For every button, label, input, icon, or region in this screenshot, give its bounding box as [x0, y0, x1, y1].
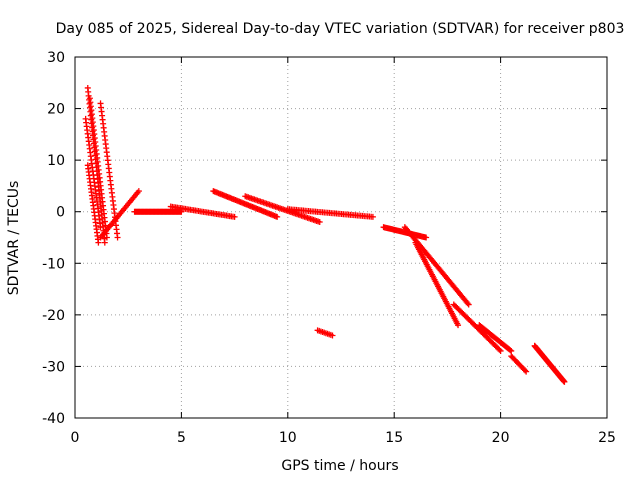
series-arc-q-drop — [476, 322, 515, 354]
x-tick-label: 0 — [71, 430, 80, 446]
y-tick-label: 10 — [47, 153, 65, 169]
data-point — [561, 378, 568, 385]
data-point — [101, 239, 108, 246]
chart-title: Day 085 of 2025, Sidereal Day-to-day VTE… — [56, 21, 625, 37]
data-point — [316, 219, 323, 226]
data-point — [231, 213, 238, 220]
series-arc-k-flat — [284, 206, 376, 220]
data-point — [508, 347, 515, 354]
series-arc-c-steep — [97, 100, 121, 241]
y-axis-label: SDTVAR / TECUs — [6, 181, 22, 296]
y-tick-label: -20 — [42, 308, 65, 324]
plot-frame — [74, 56, 608, 419]
y-tick-label: 0 — [56, 205, 65, 221]
data-point — [178, 208, 185, 215]
data-point — [423, 234, 430, 241]
data-point — [507, 347, 514, 354]
axis-ticks: 0 5 10 15 20 25 30 20 10 0 -10 -20 -30 -40 — [42, 50, 616, 446]
series-arc-h-flat — [167, 203, 238, 220]
data-point — [329, 332, 336, 339]
data-point — [521, 367, 528, 374]
series-arc-f-low — [97, 188, 142, 241]
series-arc-e-steep — [84, 162, 102, 246]
data-point — [135, 188, 142, 195]
data-point — [103, 234, 110, 241]
data-point — [114, 234, 121, 241]
grid — [75, 57, 607, 418]
data-point — [455, 322, 462, 329]
y-tick-label: 20 — [47, 102, 65, 118]
series-arc-i-flat — [210, 188, 281, 220]
data-point — [369, 213, 376, 220]
series-arc-s-cluster — [531, 342, 568, 385]
data-point — [496, 346, 503, 353]
series-arc-l-isolated — [314, 327, 336, 339]
data-point — [97, 224, 104, 231]
y-tick-label: -40 — [42, 411, 65, 427]
series-arc-g-loop — [131, 208, 185, 215]
x-tick-label: 25 — [598, 430, 616, 446]
data-point — [95, 239, 102, 246]
data-point — [465, 301, 472, 308]
x-tick-label: 15 — [385, 430, 403, 446]
series-arc-p-drop — [450, 301, 504, 354]
x-tick-label: 5 — [177, 430, 186, 446]
data-points — [82, 84, 568, 385]
series-arc-r-cluster — [508, 353, 530, 375]
y-tick-label: -10 — [42, 256, 65, 272]
data-point — [497, 347, 504, 354]
data-point — [464, 300, 471, 307]
x-tick-label: 10 — [279, 430, 297, 446]
series-arc-b-steep — [86, 95, 110, 241]
series-arc-o-drop — [412, 239, 462, 329]
series-arc-n-drop — [401, 224, 472, 308]
x-tick-label: 20 — [492, 430, 510, 446]
data-point — [274, 213, 281, 220]
y-tick-label: 30 — [47, 50, 65, 66]
y-tick-label: -30 — [42, 359, 65, 375]
data-point — [523, 368, 530, 375]
series-arc-d-steep — [82, 115, 104, 231]
x-axis-label: GPS time / hours — [281, 458, 398, 474]
